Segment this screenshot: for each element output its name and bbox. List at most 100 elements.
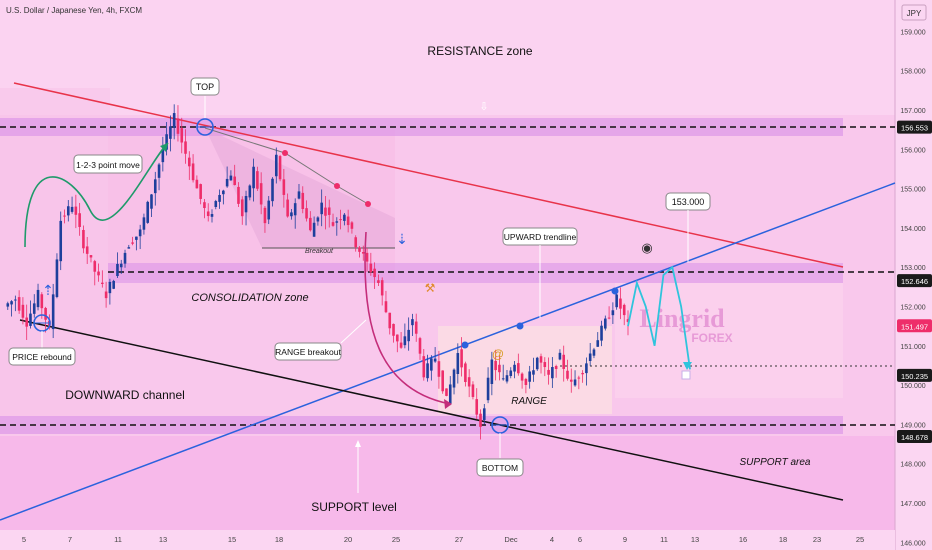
candle-body (290, 212, 293, 217)
time-tick-label: 7 (68, 535, 72, 544)
candle-body (188, 157, 191, 167)
candle-body (36, 289, 40, 308)
svg-text:153.000: 153.000 (672, 197, 705, 207)
candle-body (157, 164, 161, 178)
candle-body (169, 126, 172, 139)
price-badge-label: 150.235 (901, 372, 928, 381)
triangle-top-edge (204, 127, 369, 205)
candle-body (346, 216, 350, 226)
time-tick-label: 13 (691, 535, 699, 544)
time-tick-label: 25 (392, 535, 400, 544)
time-axis (0, 530, 895, 550)
candle-body (85, 246, 89, 254)
candle-body (585, 363, 588, 374)
candle-body (278, 156, 282, 180)
downward-channel-line[interactable] (19, 319, 844, 501)
candle-body (93, 261, 97, 272)
svg-text:UPWARD trendline: UPWARD trendline (504, 232, 577, 242)
candle-body (566, 370, 569, 379)
candle-body (66, 206, 70, 216)
svg-text:1-2-3 point move: 1-2-3 point move (76, 160, 140, 170)
range-breakout-arrow (364, 231, 451, 405)
candle-body (210, 214, 214, 217)
candle-body (452, 369, 456, 388)
candle-body (509, 370, 513, 376)
candle-body (528, 371, 531, 382)
candle-body (626, 319, 630, 322)
candle-body (14, 299, 17, 301)
time-tick-label: 11 (660, 535, 668, 544)
candle-body (539, 356, 543, 363)
price-tick-label: 152.000 (900, 305, 925, 312)
candle-body (259, 183, 263, 205)
candle-body (392, 323, 395, 336)
candle-body (78, 213, 81, 227)
candle-body (365, 252, 369, 262)
support-level-pointer-head (355, 440, 361, 447)
consolidation-box (108, 130, 395, 280)
candle-body (592, 349, 596, 356)
price-badge-label: 151.497 (901, 322, 928, 331)
trend-touch-point (461, 341, 469, 349)
candle-body (588, 353, 592, 361)
time-tick-label: 9 (623, 535, 627, 544)
projection-path (627, 265, 691, 370)
candle-body (399, 342, 403, 348)
candle-body (206, 211, 210, 217)
currency-box[interactable] (901, 4, 927, 21)
candle-body (25, 317, 28, 327)
candle-body (475, 399, 479, 415)
range-box (438, 326, 612, 414)
candle-body (377, 280, 380, 283)
candle-body (547, 369, 550, 375)
price-tick-label: 148.000 (900, 462, 925, 469)
candle-body (388, 312, 392, 329)
breakout-label: Breakout (305, 248, 334, 255)
candle-body (59, 220, 63, 262)
price-rebound-callout: PRICE rebound (8, 331, 76, 366)
candle-body (305, 208, 308, 219)
candle-body (108, 281, 112, 294)
candle-body (327, 207, 331, 215)
candle-body (361, 252, 365, 254)
candle-body (172, 113, 176, 128)
left-shade (0, 88, 110, 418)
candle-body (407, 329, 410, 342)
upward-trendline[interactable] (0, 182, 896, 521)
candle-body (414, 321, 418, 334)
upward-trendline-callout: UPWARD trendline (502, 227, 578, 318)
snail-icon: @ (492, 347, 504, 361)
candle-body (577, 377, 581, 379)
candle-body (237, 186, 240, 204)
currency-label: JPY (907, 9, 922, 18)
candle-body (471, 384, 475, 397)
arrow-down-icon: ⇩ (479, 101, 488, 113)
candle-body (229, 175, 233, 181)
price-tick-label: 153.000 (900, 265, 925, 272)
price-badge: 150.235 (897, 368, 932, 382)
candle-body (339, 219, 342, 221)
candle-body (460, 349, 463, 368)
triangle-point (334, 183, 340, 189)
time-tick-label: 16 (739, 535, 747, 544)
candle-body (380, 280, 384, 296)
resistance-trendline[interactable] (13, 82, 844, 268)
support-area-label: SUPPORT area (740, 457, 811, 468)
candle-body (501, 378, 505, 380)
candle-body (199, 184, 202, 199)
price-tick-label: 150.000 (900, 383, 925, 390)
candle-body (615, 294, 618, 308)
candle-body (256, 171, 259, 189)
consolidation-band (108, 263, 843, 283)
down-rocket-icon: ⇣ (396, 231, 408, 247)
candle-body (252, 166, 255, 189)
candle-body (622, 304, 626, 316)
candle-body (573, 379, 577, 386)
candle-body (240, 199, 244, 217)
candle-body (494, 360, 497, 371)
candle-body (195, 179, 199, 189)
price-tick-label: 159.000 (900, 29, 925, 36)
candle-body (596, 340, 600, 347)
symbol-title[interactable]: U.S. Dollar / Japanese Yen, 4h, FXCM (6, 6, 142, 15)
